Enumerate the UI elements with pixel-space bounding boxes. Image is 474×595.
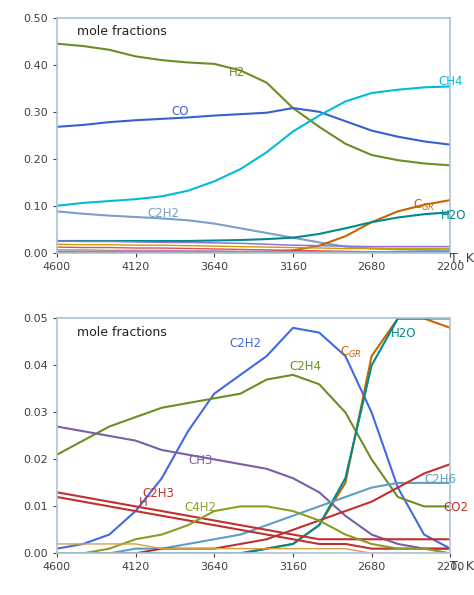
Text: C$_{GR}$: C$_{GR}$	[340, 345, 362, 360]
Text: C2H3: C2H3	[142, 487, 174, 500]
Text: mole fractions: mole fractions	[76, 25, 166, 38]
Text: CH4: CH4	[439, 74, 463, 87]
Text: C2H4: C2H4	[290, 360, 322, 373]
Text: H2O: H2O	[391, 327, 417, 340]
Text: C2H2: C2H2	[147, 206, 179, 220]
Text: C2H2: C2H2	[229, 337, 261, 350]
Text: H2: H2	[229, 66, 245, 79]
Text: C4H2: C4H2	[185, 501, 217, 514]
Text: CO: CO	[172, 105, 189, 118]
Text: CH3: CH3	[188, 454, 212, 467]
Text: T, K: T, K	[450, 252, 474, 265]
Text: H: H	[139, 496, 147, 509]
Text: C$_{GR}$: C$_{GR}$	[412, 198, 434, 213]
Text: T, K: T, K	[450, 560, 474, 573]
Text: CO2: CO2	[444, 501, 469, 514]
Text: H2O: H2O	[440, 209, 466, 222]
Text: mole fractions: mole fractions	[76, 325, 166, 339]
Text: C2H6: C2H6	[424, 473, 456, 486]
